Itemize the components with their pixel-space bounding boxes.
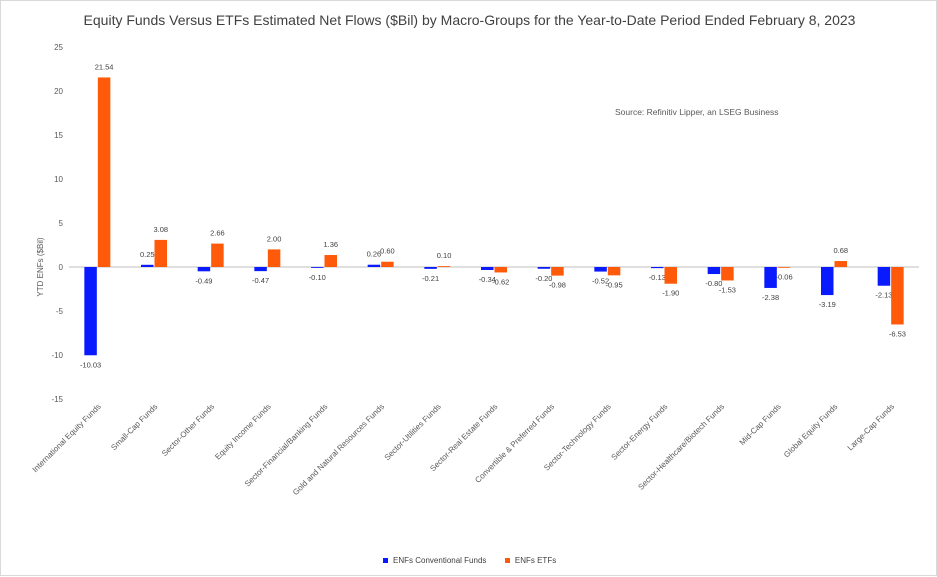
label-conventional-7: -0.21 (422, 274, 439, 283)
label-etf-10: -0.95 (606, 280, 623, 289)
bar-conventional-10 (594, 267, 607, 272)
y-tick-label: -5 (56, 307, 64, 316)
bar-etf-11 (664, 267, 677, 284)
category-label-6: Gold and Natural Resources Funds (291, 402, 386, 497)
label-conventional-10: -0.52 (592, 277, 609, 286)
label-etf-6: 0.60 (380, 247, 395, 256)
bar-etf-13 (777, 267, 791, 268)
legend-label-etfs: ENFs ETFs (514, 556, 557, 565)
label-etf-13: -0.06 (776, 273, 793, 282)
label-conventional-3: -0.49 (195, 276, 212, 285)
label-etf-15: -6.53 (889, 329, 906, 338)
category-label-15: Large-Cap Funds (846, 402, 896, 452)
label-conventional-4: -0.47 (252, 276, 269, 285)
bar-etf-2 (154, 239, 167, 267)
bar-etf-4 (267, 249, 281, 267)
legend-item-conventional: ENFs Conventional Funds (382, 556, 487, 565)
bar-conventional-7 (424, 267, 437, 269)
label-etf-1: 21.54 (95, 62, 114, 71)
y-tick-label: 0 (59, 263, 64, 272)
label-etf-2: 3.08 (153, 225, 168, 234)
bar-conventional-14 (821, 267, 834, 296)
bar-conventional-9 (537, 267, 551, 269)
label-etf-14: 0.68 (833, 246, 848, 255)
category-label-3: Sector-Other Funds (160, 402, 216, 458)
bar-conventional-5 (311, 267, 324, 268)
bar-etf-8 (494, 267, 507, 273)
legend-label-conventional: ENFs Conventional Funds (393, 556, 487, 565)
bar-conventional-3 (197, 267, 211, 272)
label-etf-8: -0.62 (492, 277, 509, 286)
bar-conventional-1 (84, 267, 97, 356)
label-etf-11: -1.90 (662, 289, 679, 298)
bar-etf-1 (97, 77, 111, 267)
bar-etf-7 (437, 266, 451, 267)
bar-etf-15 (891, 267, 904, 325)
bar-conventional-12 (707, 267, 721, 275)
bar-conventional-2 (141, 264, 154, 267)
category-label-13: Mid-Cap Funds (738, 402, 783, 447)
category-label-10: Sector-Technology Funds (542, 402, 613, 473)
y-tick-label: 10 (54, 175, 63, 184)
label-conventional-8: -0.34 (479, 275, 496, 284)
label-conventional-1: -10.03 (80, 360, 101, 369)
bar-etf-10 (607, 267, 621, 276)
legend-item-etfs: ENFs ETFs (504, 556, 557, 565)
y-axis-title: YTD ENFs ($Bil) (36, 237, 45, 296)
bar-etf-6 (381, 261, 394, 267)
label-conventional-11: -0.13 (649, 273, 666, 282)
bar-conventional-15 (877, 267, 891, 286)
chart-title: Equity Funds Versus ETFs Estimated Net F… (83, 12, 856, 28)
bar-conventional-11 (651, 267, 664, 269)
label-etf-4: 2.00 (267, 234, 282, 243)
label-conventional-6: 0.26 (367, 250, 382, 259)
label-etf-9: -0.98 (549, 281, 566, 290)
bar-etf-9 (551, 267, 564, 276)
bar-etf-14 (834, 261, 847, 267)
category-label-2: Small-Cap Funds (109, 402, 159, 452)
category-label-11: Sector-Energy Funds (610, 402, 670, 462)
y-tick-label: 25 (54, 43, 63, 52)
y-tick-label: 20 (54, 87, 63, 96)
y-tick-label: -10 (51, 351, 63, 360)
label-conventional-12: -0.80 (705, 279, 722, 288)
label-conventional-5: -0.10 (309, 273, 326, 282)
label-conventional-13: -2.38 (762, 293, 779, 302)
category-label-1: International Equity Funds (31, 402, 103, 474)
label-conventional-9: -0.20 (535, 274, 552, 283)
label-etf-7: 0.10 (437, 251, 452, 260)
bar-etf-5 (324, 255, 337, 267)
source-annotation: Source: Refinitiv Lipper, an LSEG Busine… (615, 107, 779, 117)
bar-etf-3 (211, 243, 224, 267)
category-label-7: Sector-Utilities Funds (383, 402, 443, 462)
label-conventional-14: -3.19 (819, 300, 836, 309)
category-label-14: Global Equity Funds (782, 402, 839, 459)
label-conventional-15: -2.13 (875, 291, 892, 300)
y-tick-label: -15 (51, 395, 63, 404)
legend: ENFs Conventional Funds ENFs ETFs (1, 556, 937, 565)
y-tick-label: 5 (59, 219, 64, 228)
label-etf-3: 2.66 (210, 229, 225, 238)
legend-swatch-conventional (382, 558, 388, 564)
bar-etf-12 (721, 267, 734, 281)
y-tick-label: 15 (54, 131, 63, 140)
legend-swatch-etfs (504, 558, 510, 564)
bar-conventional-4 (254, 267, 267, 272)
label-conventional-2: 0.25 (140, 250, 155, 259)
category-label-4: Equity Income Funds (213, 402, 273, 462)
bar-conventional-13 (764, 267, 777, 288)
bar-conventional-8 (481, 267, 494, 270)
label-etf-12: -1.53 (719, 285, 736, 294)
label-etf-5: 1.36 (323, 240, 338, 249)
bar-conventional-6 (367, 264, 381, 267)
